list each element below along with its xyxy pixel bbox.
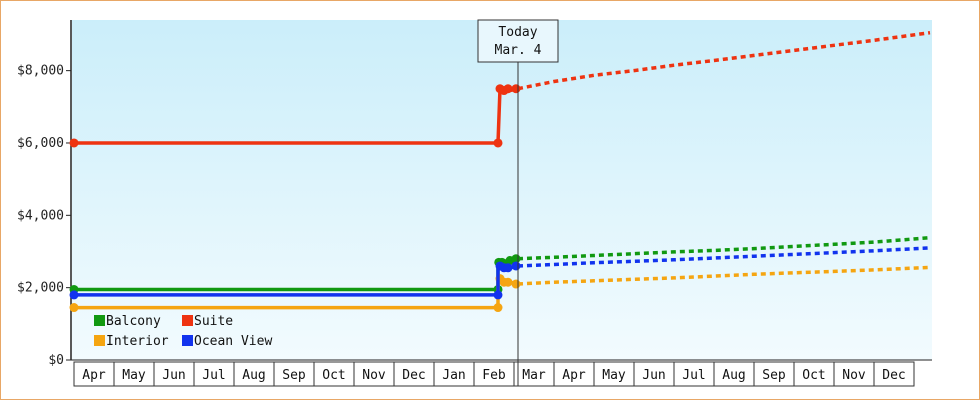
series-point: [69, 138, 79, 148]
series-point: [493, 138, 503, 148]
month-label: Sep: [282, 368, 306, 383]
month-label: Apr: [82, 368, 106, 383]
series-point: [503, 263, 513, 273]
month-cell: [593, 361, 635, 387]
month-label: Dec: [882, 368, 905, 383]
month-cell: [633, 361, 675, 387]
legend-label: Ocean View: [194, 334, 272, 349]
month-label: Nov: [362, 368, 386, 383]
month-cell: [233, 361, 275, 387]
month-cell: [393, 361, 435, 387]
series-point: [503, 84, 513, 94]
month-label: Jun: [162, 368, 185, 383]
month-cell: [353, 361, 395, 387]
month-label: Feb: [482, 368, 506, 383]
month-label: Sep: [762, 368, 786, 383]
series-point: [493, 303, 503, 313]
series-point: [511, 279, 521, 289]
month-cell: [873, 361, 915, 387]
month-label: Mar: [522, 368, 546, 383]
y-tick-label: $8,000: [17, 64, 64, 79]
legend-label: Interior: [106, 334, 169, 349]
plot-area: [72, 20, 932, 360]
legend-swatch: [182, 315, 193, 326]
series-point: [503, 277, 513, 287]
series-point: [69, 290, 79, 300]
series-point: [511, 84, 521, 94]
month-label: May: [122, 368, 146, 383]
series-point: [511, 261, 521, 271]
month-cell: [553, 361, 595, 387]
month-label: Nov: [842, 368, 866, 383]
month-cell: [833, 361, 875, 387]
month-cell: [113, 361, 155, 387]
month-label: Dec: [402, 368, 425, 383]
today-label: Today: [498, 25, 537, 40]
month-label: Jul: [202, 368, 225, 383]
month-label: Aug: [242, 368, 265, 383]
month-label: Aug: [722, 368, 745, 383]
month-cell: [153, 361, 195, 387]
month-cell: [713, 361, 755, 387]
today-box: [477, 19, 559, 63]
month-label: Jan: [442, 368, 465, 383]
month-label: Jun: [642, 368, 665, 383]
y-tick-label: $6,000: [17, 136, 64, 151]
y-tick-label: $2,000: [17, 281, 64, 296]
legend-swatch: [94, 335, 105, 346]
month-cell: [313, 361, 355, 387]
legend-label: Balcony: [106, 314, 161, 329]
series-point: [493, 290, 503, 300]
legend-swatch: [182, 335, 193, 346]
series-projection: [517, 30, 931, 91]
month-label: Oct: [322, 368, 345, 383]
today-date: Mar. 4: [495, 43, 542, 58]
month-label: Jul: [682, 368, 705, 383]
y-tick-label: $0: [48, 353, 64, 368]
y-tick-label: $4,000: [17, 208, 64, 223]
month-label: Oct: [802, 368, 825, 383]
month-label: Apr: [562, 368, 586, 383]
legend-swatch: [94, 315, 105, 326]
legend-label: Suite: [194, 314, 233, 329]
month-label: May: [602, 368, 626, 383]
month-cell: [473, 361, 515, 387]
series-point: [69, 303, 79, 313]
month-cell: [273, 361, 315, 387]
